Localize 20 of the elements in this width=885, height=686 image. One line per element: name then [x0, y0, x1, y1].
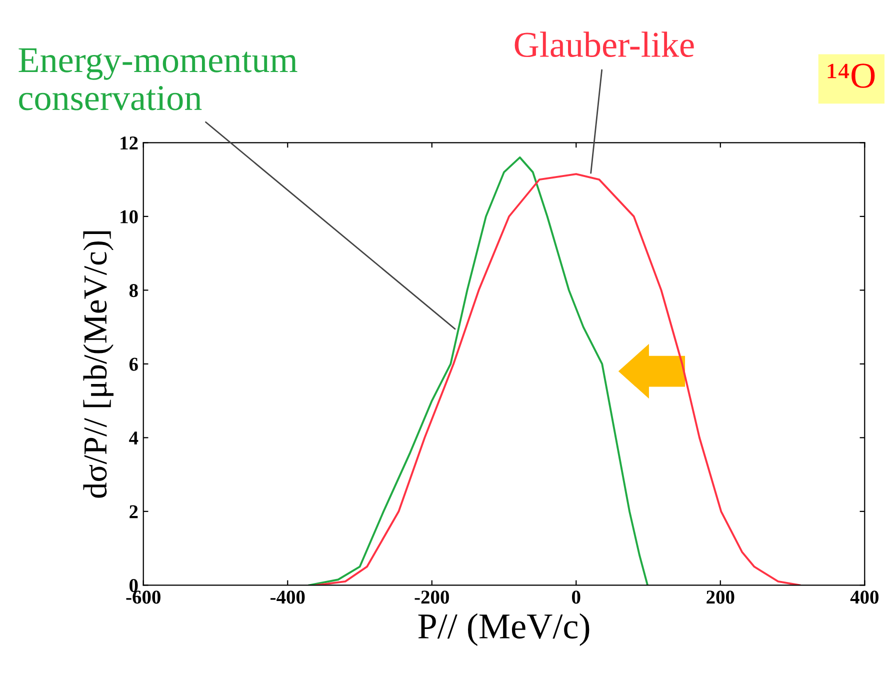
line-series [308, 156, 649, 586]
x-tick-label: 0 [572, 590, 580, 604]
y-tick-label: 8 [129, 284, 138, 298]
x-tick-label: 400 [850, 590, 878, 604]
annotation: Glauber-like [514, 32, 694, 58]
x-axis-title: P// (MeV/c) [418, 613, 590, 646]
text: ¹⁴O [828, 64, 875, 88]
y-tick-label: 4 [129, 432, 138, 444]
x-tick-label: 200 [706, 590, 734, 604]
y-tick-label: 0 [130, 578, 138, 592]
y-tick-label: 2 [130, 505, 138, 518]
y-tick-label: 10 [120, 210, 138, 224]
x-tick-label: -600 [126, 590, 160, 604]
x-tick-label: -400 [270, 590, 305, 604]
x-tick-label: -200 [414, 590, 449, 604]
line-series [316, 173, 801, 586]
y-tick-label: 6 [129, 358, 138, 371]
y-axis-title: dσ/P// [μb/(MeV/c)] [83, 231, 114, 498]
annotation: Energy-momentum conservation [18, 48, 298, 110]
y-tick-label: 12 [120, 136, 138, 150]
